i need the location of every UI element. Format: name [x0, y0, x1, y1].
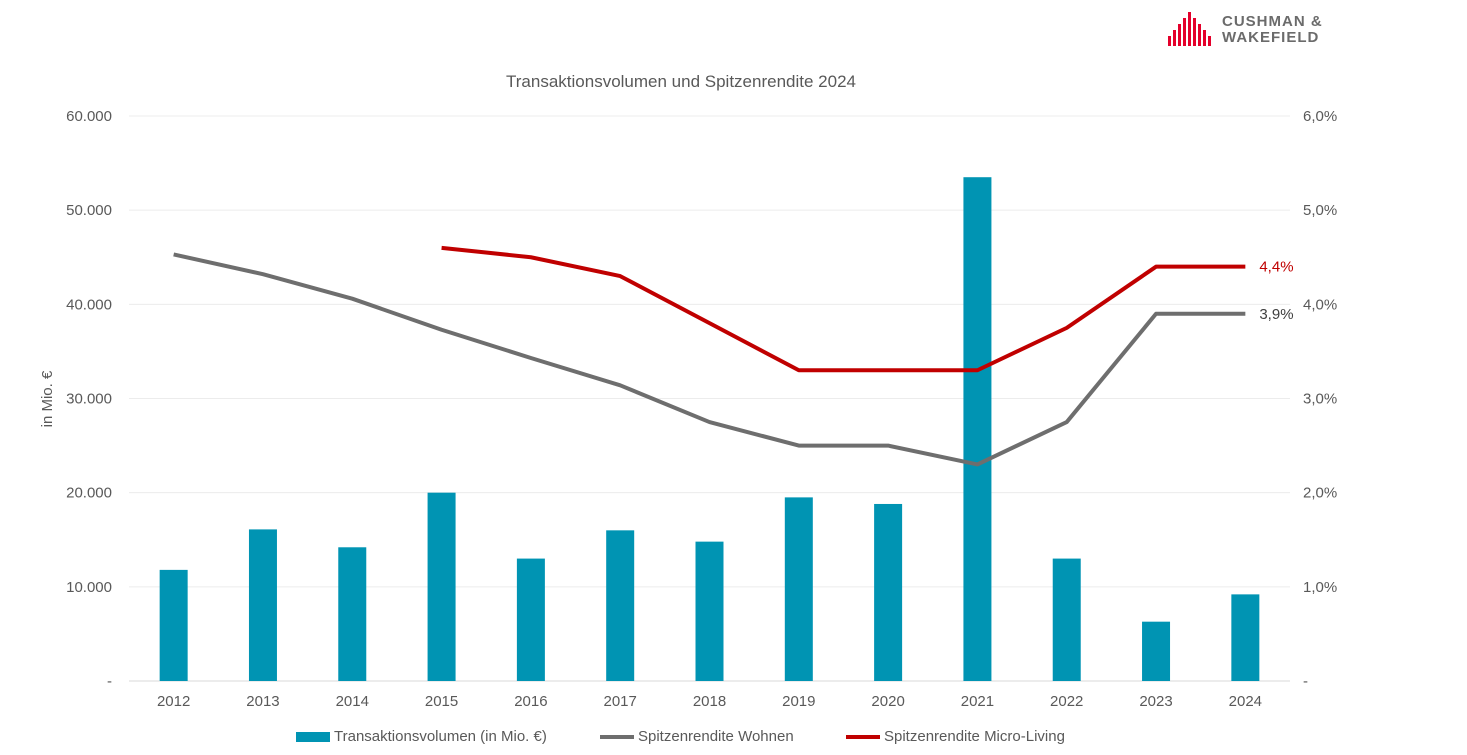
bar — [874, 503, 903, 681]
x-tick-label: 2018 — [693, 693, 726, 710]
bar — [427, 492, 456, 681]
x-tick-label: 2024 — [1229, 693, 1262, 710]
x-tick-label: 2014 — [336, 693, 369, 710]
bar — [695, 541, 724, 681]
bar — [516, 558, 545, 681]
y-tick-label: - — [107, 673, 112, 690]
y2-tick-label: 1,0% — [1303, 579, 1337, 596]
y-tick-label: 50.000 — [66, 202, 112, 219]
bar — [1231, 594, 1260, 681]
bar — [1142, 621, 1171, 681]
bar — [1052, 558, 1081, 681]
x-tick-label: 2020 — [871, 693, 904, 710]
x-tick-label: 2022 — [1050, 693, 1083, 710]
x-tick-label: 2019 — [782, 693, 815, 710]
legend-item-volume: Transaktionsvolumen (in Mio. €) — [296, 728, 547, 745]
legend-item-wohnen: Spitzenrendite Wohnen — [600, 728, 794, 745]
y2-tick-label: 6,0% — [1303, 108, 1337, 125]
y-tick-label: 30.000 — [66, 391, 112, 408]
y-tick-label: 40.000 — [66, 296, 112, 313]
bar — [159, 569, 188, 681]
x-tick-label: 2023 — [1139, 693, 1172, 710]
logo-line-1: CUSHMAN & — [1222, 13, 1323, 30]
x-tick-label: 2021 — [961, 693, 994, 710]
legend-swatch-volume — [296, 731, 330, 742]
y-tick-label: 10.000 — [66, 579, 112, 596]
legend-item-micro-living: Spitzenrendite Micro-Living — [846, 728, 1065, 745]
data-label: 3,9% — [1259, 306, 1293, 323]
brand-logo: CUSHMAN & WAKEFIELD — [1166, 10, 1346, 50]
x-tick-label: 2013 — [246, 693, 279, 710]
y-tick-label: 20.000 — [66, 485, 112, 502]
legend-label-volume: Transaktionsvolumen (in Mio. €) — [334, 728, 547, 745]
y-axis-label: in Mio. € — [39, 370, 56, 427]
chart-title: Transaktionsvolumen und Spitzenrendite 2… — [506, 72, 856, 91]
legend-label-wohnen: Spitzenrendite Wohnen — [638, 728, 794, 745]
line-wohnen — [173, 252, 1246, 467]
x-tick-label: 2016 — [514, 693, 547, 710]
x-tick-label: 2015 — [425, 693, 458, 710]
data-label: 4,4% — [1259, 259, 1293, 276]
legend-swatch-wohnen — [600, 734, 634, 739]
logo-bars-icon — [1168, 12, 1211, 46]
x-tick-label: 2017 — [604, 693, 637, 710]
line-micro-living — [441, 245, 1246, 373]
bar — [248, 529, 277, 681]
logo-text: CUSHMAN & WAKEFIELD — [1222, 14, 1323, 46]
bar — [963, 177, 992, 682]
logo-line-2: WAKEFIELD — [1222, 29, 1320, 46]
y2-tick-label: - — [1303, 673, 1308, 690]
y2-tick-label: 2,0% — [1303, 485, 1337, 502]
y2-tick-label: 5,0% — [1303, 202, 1337, 219]
y2-tick-label: 4,0% — [1303, 296, 1337, 313]
y2-tick-label: 3,0% — [1303, 391, 1337, 408]
bar — [784, 497, 813, 681]
bar — [338, 547, 367, 681]
legend-swatch-micro-living — [846, 734, 880, 739]
legend-label-micro-living: Spitzenrendite Micro-Living — [884, 728, 1065, 745]
bar — [606, 530, 635, 681]
x-tick-label: 2012 — [157, 693, 190, 710]
y-tick-label: 60.000 — [66, 108, 112, 125]
